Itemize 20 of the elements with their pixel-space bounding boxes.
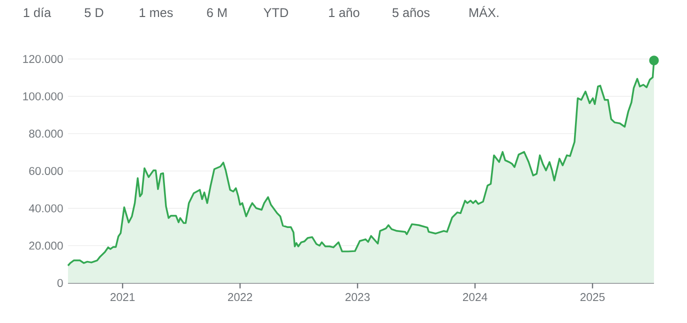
text: 1 año [329, 8, 360, 18]
text: 1 mes [140, 8, 173, 18]
y-tick-label: 40.000 [28, 204, 63, 212]
text: 5 años [392, 8, 430, 18]
x-tick-label: 2023 [346, 293, 370, 302]
y-tick-label: 60.000 [29, 166, 63, 175]
text: YTD [264, 8, 288, 17]
x-tick-label: 2022 [228, 293, 252, 302]
text: MÁX. [470, 6, 498, 17]
y-tick-label: 20.000 [29, 242, 63, 250]
y-tick-label: 80.000 [29, 130, 63, 138]
text: 6 M [207, 8, 227, 18]
x-tick-label: 2025 [580, 293, 605, 302]
y-tick-label: 120.000 [23, 54, 63, 63]
x-tick-label: 2024 [462, 293, 488, 302]
x-tick-label: 2021 [110, 293, 135, 302]
y-tick-label: 0 [57, 278, 63, 287]
text: 1 día [24, 8, 52, 18]
y-tick-label: 100.000 [23, 92, 63, 100]
text: 5 D [84, 8, 104, 18]
